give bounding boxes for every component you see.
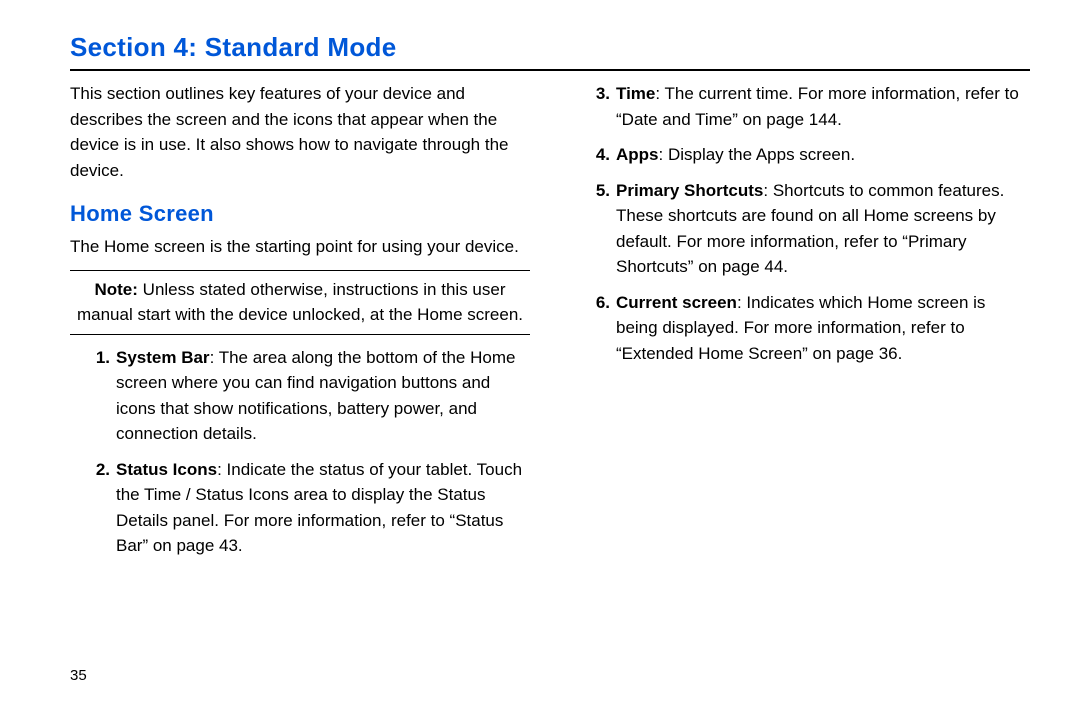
item-ref: “Extended Home Screen” [616,344,808,363]
item-label: Apps [616,145,659,164]
note-rule-top [70,270,530,271]
item-label: Status Icons [116,460,217,479]
list-item: 3. Time: The current time. For more info… [586,81,1030,132]
item-body: Primary Shortcuts: Shortcuts to common f… [616,178,1030,280]
manual-page: Section 4: Standard Mode This section ou… [0,0,1080,720]
item-body: Apps: Display the Apps screen. [616,142,1030,168]
item-body: Current screen: Indicates which Home scr… [616,290,1030,367]
note-text: Unless stated otherwise, instructions in… [77,280,523,325]
list-item: 5. Primary Shortcuts: Shortcuts to commo… [586,178,1030,280]
item-number: 3. [586,81,610,132]
section-title: Section 4: Standard Mode [70,32,1030,63]
note-block: Note: Unless stated otherwise, instructi… [70,277,530,328]
note-rule-bottom [70,334,530,335]
page-number: 35 [70,667,87,684]
subsection-title: Home Screen [70,197,530,230]
item-number: 1. [86,345,110,447]
subsection-lead: The Home screen is the starting point fo… [70,234,530,260]
list-item: 6. Current screen: Indicates which Home … [586,290,1030,367]
item-label: System Bar [116,348,210,367]
note-label: Note: [94,280,137,299]
item-ref: “Date and Time” [616,110,738,129]
item-number: 5. [586,178,610,280]
right-column: 3. Time: The current time. For more info… [570,81,1030,565]
item-label: Time [616,84,655,103]
item-text-b: on page 144. [738,110,842,129]
item-body: Time: The current time. For more informa… [616,81,1030,132]
list-item: 2. Status Icons: Indicate the status of … [86,457,530,559]
item-text-b: on page 44. [693,257,788,276]
list-item: 1. System Bar: The area along the bottom… [86,345,530,447]
title-rule [70,69,1030,71]
left-column: This section outlines key features of yo… [70,81,530,565]
item-text: : Display the Apps screen. [659,145,856,164]
item-body: Status Icons: Indicate the status of you… [116,457,530,559]
item-label: Current screen [616,293,737,312]
list-item: 4. Apps: Display the Apps screen. [586,142,1030,168]
item-body: System Bar: The area along the bottom of… [116,345,530,447]
item-text-b: on page 43. [148,536,243,555]
item-number: 4. [586,142,610,168]
two-column-layout: This section outlines key features of yo… [70,81,1030,565]
item-number: 6. [586,290,610,367]
intro-paragraph: This section outlines key features of yo… [70,81,530,183]
item-text-a: : The current time. For more information… [655,84,1018,103]
item-text-b: on page 36. [808,344,903,363]
item-label: Primary Shortcuts [616,181,763,200]
item-number: 2. [86,457,110,559]
